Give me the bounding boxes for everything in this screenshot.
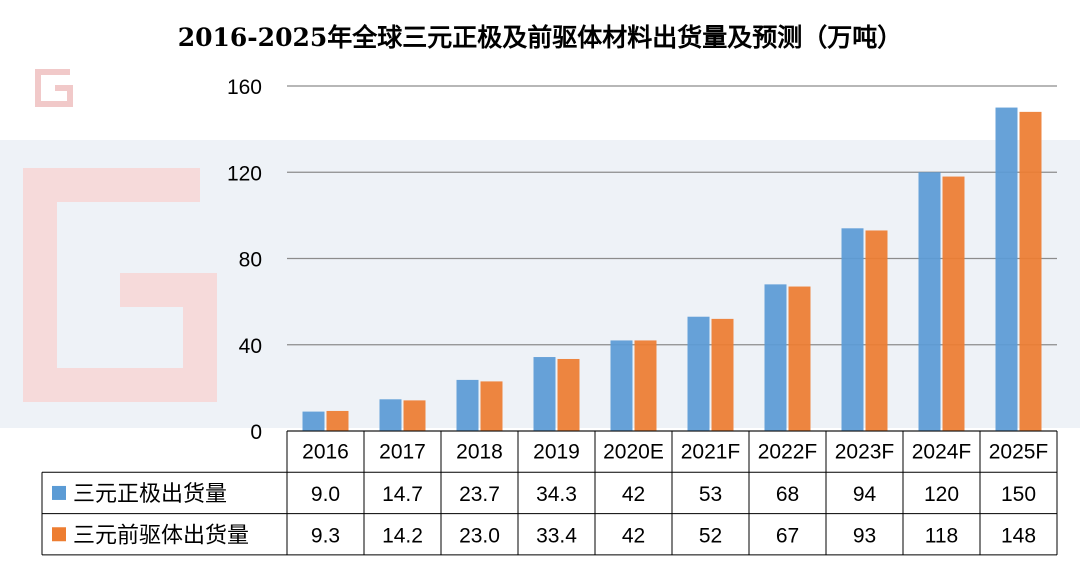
category-label: 2016 <box>302 441 349 464</box>
data-value: 9.0 <box>311 483 340 506</box>
bar-cathode <box>533 357 556 431</box>
watermark-logo <box>23 168 217 402</box>
category-label: 2024F <box>912 441 972 464</box>
data-value: 94 <box>853 483 877 506</box>
category-label: 2019 <box>533 441 580 464</box>
data-value: 150 <box>1001 483 1036 506</box>
legend-swatch <box>52 527 66 542</box>
data-value: 14.7 <box>382 483 423 506</box>
chart-title: 2016-2025年全球三元正极及前驱体材料出货量及预测（万吨） <box>177 23 903 52</box>
category-label: 2020E <box>603 441 664 464</box>
data-value: 120 <box>924 483 959 506</box>
bar-cathode <box>764 284 787 431</box>
bar-precursor <box>634 340 657 431</box>
bar-cathode <box>995 107 1018 431</box>
bar-precursor <box>711 318 734 431</box>
category-label: 2021F <box>681 441 741 464</box>
bar-cathode <box>610 340 633 431</box>
data-value: 68 <box>776 483 799 506</box>
bar-cathode <box>302 411 325 431</box>
data-value: 93 <box>853 524 876 547</box>
legend-label: 三元正极出货量 <box>73 482 227 507</box>
data-table: 2016 2017 2018 2019 2020E 2021F 2022F 2023F 2024… <box>41 430 1058 556</box>
y-axis-ticks: 0 40 80 120 160 <box>227 76 262 444</box>
y-tick-label: 160 <box>227 76 262 99</box>
bar-precursor <box>326 410 349 431</box>
category-label: 2017 <box>379 441 426 464</box>
data-value: 33.4 <box>536 524 577 547</box>
bar-cathode <box>456 379 479 431</box>
category-label: 2025F <box>989 441 1049 464</box>
bar-cathode <box>687 316 710 431</box>
y-tick-label: 0 <box>250 421 262 444</box>
bar-precursor <box>480 381 503 431</box>
data-value: 118 <box>925 524 958 547</box>
y-tick-label: 80 <box>239 249 262 272</box>
bar-cathode <box>918 172 941 431</box>
bar-precursor <box>942 176 965 431</box>
data-value: 14.2 <box>382 524 423 547</box>
bar-precursor <box>788 286 811 431</box>
y-tick-label: 120 <box>227 162 262 185</box>
category-label: 2023F <box>835 441 895 464</box>
legend-swatch <box>52 485 66 500</box>
bar-cathode <box>841 228 864 431</box>
data-value: 23.0 <box>459 524 500 547</box>
bar-precursor <box>557 358 580 431</box>
data-value: 67 <box>776 524 799 547</box>
bars <box>302 107 1042 431</box>
data-value: 9.3 <box>311 524 340 547</box>
data-value: 52 <box>699 524 722 547</box>
watermark-logo-small <box>35 69 73 107</box>
bar-precursor <box>1019 111 1042 431</box>
data-value: 148 <box>1001 524 1036 547</box>
data-value: 42 <box>622 483 645 506</box>
data-value: 53 <box>699 483 722 506</box>
legend-label: 三元前驱体出货量 <box>73 523 249 548</box>
category-label: 2018 <box>456 441 503 464</box>
bar-precursor <box>865 230 888 431</box>
data-value: 42 <box>622 524 645 547</box>
category-label: 2022F <box>758 441 818 464</box>
data-value: 34.3 <box>536 483 577 506</box>
y-tick-label: 40 <box>239 335 262 358</box>
data-value: 23.7 <box>459 483 500 506</box>
bar-cathode <box>379 399 402 431</box>
bar-precursor <box>403 400 426 431</box>
